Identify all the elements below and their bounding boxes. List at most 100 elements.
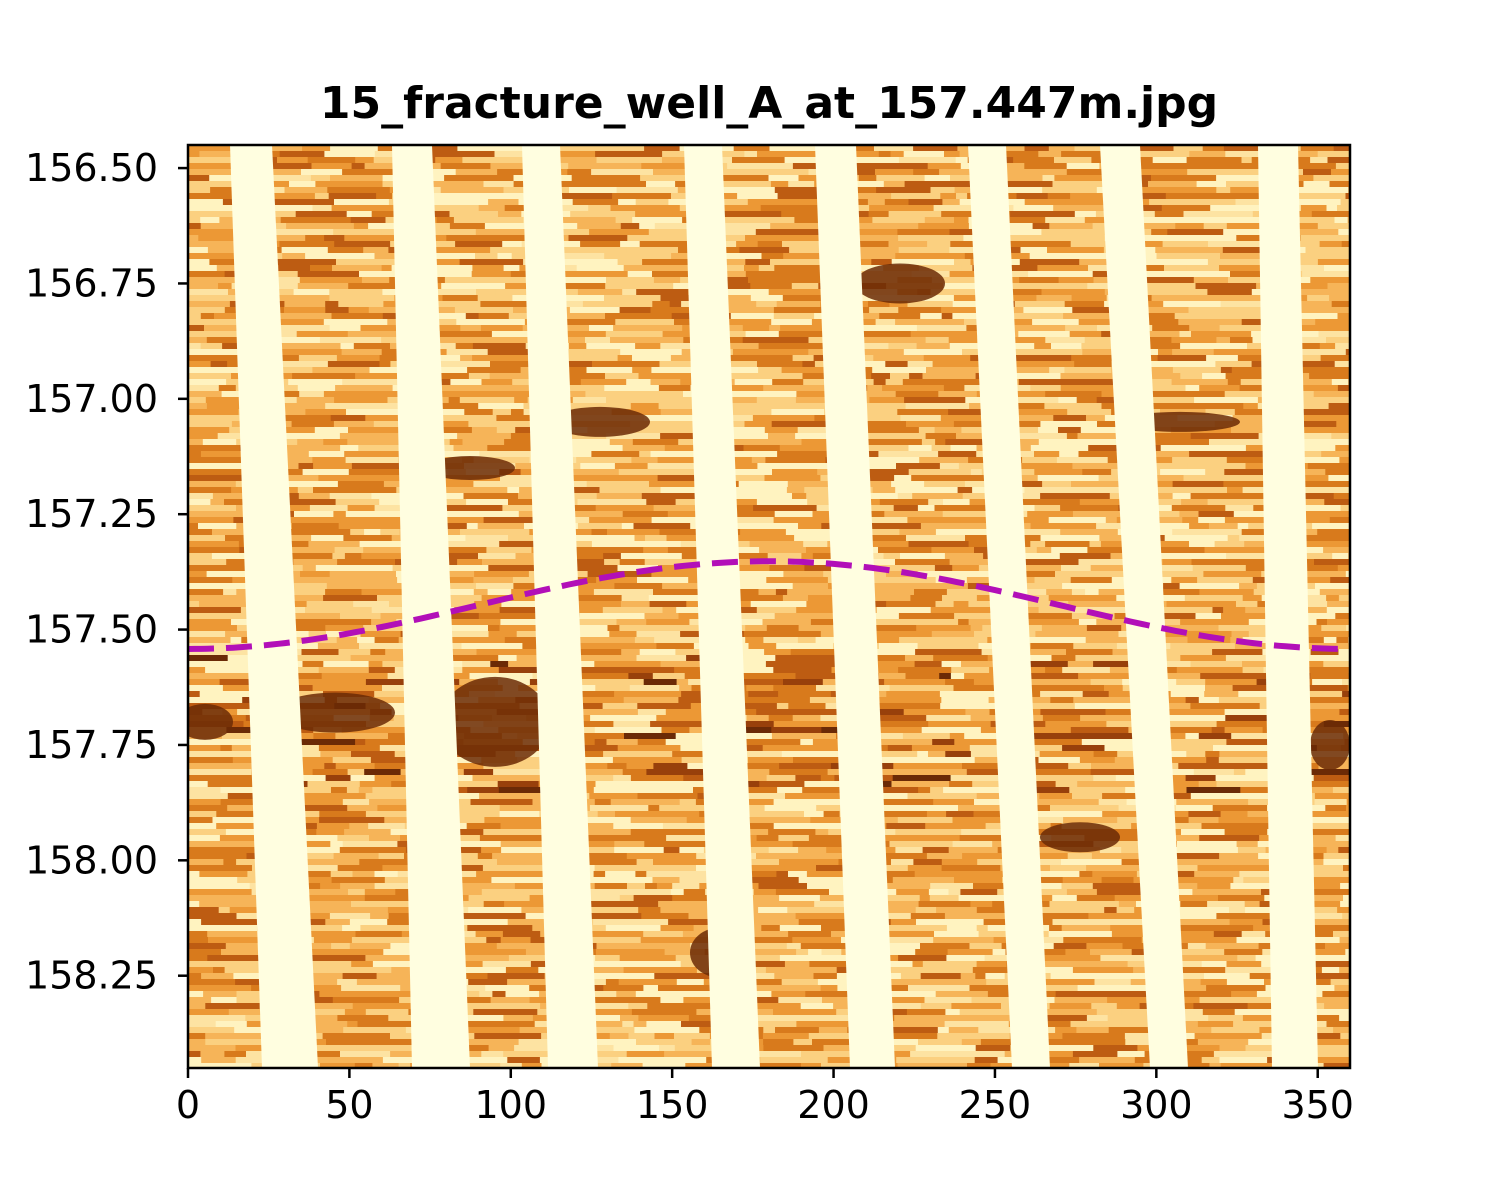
texture-cell (354, 1063, 374, 1068)
texture-cell (310, 373, 357, 380)
texture-cell (778, 835, 810, 842)
texture-cell (297, 487, 314, 494)
texture-cell (721, 571, 785, 578)
texture-cell (1073, 805, 1120, 812)
texture-cell (1129, 283, 1197, 290)
texture-cell (188, 829, 227, 836)
texture-cell (188, 673, 254, 680)
texture-cell (733, 613, 776, 620)
texture-cell (1235, 199, 1278, 206)
texture-cell (341, 349, 383, 356)
texture-cell (1214, 421, 1273, 428)
texture-cell (548, 565, 619, 572)
texture-cell (342, 799, 371, 806)
texture-cell (735, 949, 798, 956)
texture-cell (287, 589, 327, 596)
texture-cell (969, 985, 1008, 992)
texture-cell (455, 169, 499, 176)
texture-cell (949, 733, 966, 740)
texture-cell (595, 505, 655, 512)
texture-cell (344, 829, 392, 836)
texture-cell (1028, 745, 1064, 752)
texture-cell (590, 913, 643, 920)
texture-cell (249, 169, 302, 176)
texture-cell (1210, 295, 1253, 302)
texture-cell (646, 871, 715, 878)
texture-cell (1013, 205, 1055, 212)
texture-cell (1182, 517, 1200, 524)
texture-cell (595, 151, 639, 158)
texture-cell (576, 457, 633, 464)
texture-cell (872, 487, 897, 494)
texture-cell (781, 367, 794, 374)
texture-cell (723, 667, 775, 674)
texture-cell (316, 829, 345, 836)
texture-cell (482, 559, 506, 566)
texture-cell (368, 751, 396, 758)
texture-cell (1312, 943, 1326, 950)
texture-cell (644, 559, 713, 566)
texture-cell (752, 415, 816, 422)
texture-cell (1163, 301, 1222, 308)
texture-cell (1093, 661, 1140, 668)
texture-cell (732, 349, 773, 356)
texture-cell (426, 211, 451, 218)
texture-cell (298, 859, 361, 866)
texture-cell (962, 493, 989, 500)
texture-cell (333, 853, 380, 860)
texture-cell (847, 241, 890, 248)
texture-cell (1062, 583, 1103, 590)
texture-cell (683, 889, 707, 896)
texture-cell (355, 931, 403, 938)
texture-cell (741, 829, 770, 836)
texture-cell (356, 253, 376, 260)
texture-cell (566, 637, 636, 644)
texture-cell (1342, 691, 1350, 698)
texture-cell (690, 169, 761, 176)
texture-cell (1337, 565, 1350, 572)
texture-cell (296, 331, 349, 338)
texture-cell (613, 823, 664, 830)
texture-cell (383, 949, 411, 956)
texture-cell (291, 553, 304, 560)
texture-cell (188, 235, 200, 242)
texture-cell (729, 655, 777, 662)
texture-cell (1234, 943, 1260, 950)
texture-cell (639, 241, 701, 248)
texture-cell (1062, 1033, 1126, 1040)
texture-cell (188, 277, 237, 284)
texture-cell (594, 883, 628, 890)
texture-cell (566, 703, 604, 710)
texture-cell (1038, 757, 1081, 764)
texture-cell (1312, 955, 1350, 962)
texture-cell (763, 1045, 825, 1052)
texture-cell (507, 919, 560, 926)
texture-cell (626, 1051, 666, 1058)
texture-cell (1301, 433, 1333, 440)
texture-cell (867, 439, 910, 446)
texture-cell (1164, 811, 1190, 818)
texture-cell (1040, 493, 1111, 500)
texture-cell (444, 175, 515, 182)
texture-cell (476, 583, 515, 590)
texture-cell (1065, 325, 1098, 332)
texture-cell (319, 817, 386, 824)
texture-cell (1231, 859, 1294, 866)
texture-cell (1312, 679, 1343, 686)
texture-cell (903, 151, 945, 158)
texture-cell (855, 403, 879, 410)
texture-cell (188, 853, 248, 860)
texture-cell (990, 235, 1060, 242)
texture-cell (1220, 493, 1271, 500)
texture-cell (1076, 895, 1116, 902)
texture-cell (456, 571, 475, 578)
texture-cell (612, 535, 636, 542)
texture-cell (1054, 997, 1109, 1004)
texture-cell (595, 955, 621, 962)
y-tick-label: 157.75 (25, 723, 158, 767)
texture-cell (568, 1003, 630, 1010)
texture-cell (751, 1063, 802, 1068)
texture-cell (596, 943, 641, 950)
texture-cell (954, 187, 984, 194)
texture-cell (1106, 919, 1162, 926)
